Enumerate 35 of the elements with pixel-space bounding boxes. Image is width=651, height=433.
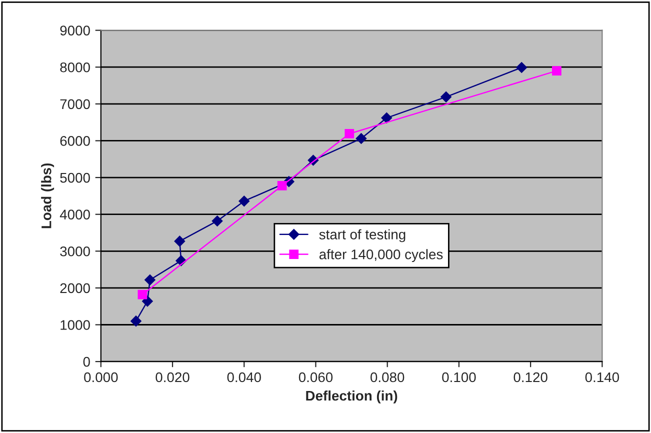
- x-tick-label: 0.120: [514, 372, 548, 382]
- x-axis-title: Deflection (in): [306, 390, 398, 404]
- x-tick-label: 0.060: [298, 372, 333, 382]
- y-tick-label: 6000: [60, 136, 90, 146]
- y-tick-label: 4000: [60, 210, 90, 220]
- point: [130, 316, 142, 326]
- y-axis-title: Load (lbs): [41, 163, 54, 228]
- y-tick-label: 2000: [60, 283, 90, 294]
- point: [212, 216, 223, 226]
- point: [381, 112, 392, 124]
- x-tick-label: 0.140: [585, 372, 620, 382]
- legend-label: start of testing: [319, 229, 406, 242]
- point: [356, 133, 367, 144]
- point: [174, 236, 186, 247]
- y-tick-label: 1000: [60, 320, 90, 330]
- legend-label: after 140,000 cycles: [319, 249, 443, 262]
- point: [144, 274, 156, 286]
- point: [138, 290, 148, 300]
- point: [440, 91, 452, 102]
- y-tick-label: 5000: [60, 172, 90, 183]
- y-tick-label: 8000: [60, 62, 90, 72]
- x-tick-label: 0.020: [156, 372, 190, 382]
- point: [277, 180, 287, 190]
- point: [238, 196, 250, 207]
- point: [344, 129, 354, 138]
- point: [552, 66, 562, 76]
- y-tick-label: 0: [83, 356, 90, 367]
- x-tick-label: 0.000: [84, 372, 118, 382]
- y-tick-label: 7000: [60, 99, 90, 110]
- x-tick-label: 0.080: [370, 372, 404, 382]
- point: [516, 62, 528, 73]
- x-tick-label: 0.100: [442, 372, 476, 382]
- y-tick-label: 3000: [60, 246, 90, 256]
- y-tick-label: 9000: [60, 26, 90, 36]
- x-tick-label: 0.040: [227, 372, 261, 382]
